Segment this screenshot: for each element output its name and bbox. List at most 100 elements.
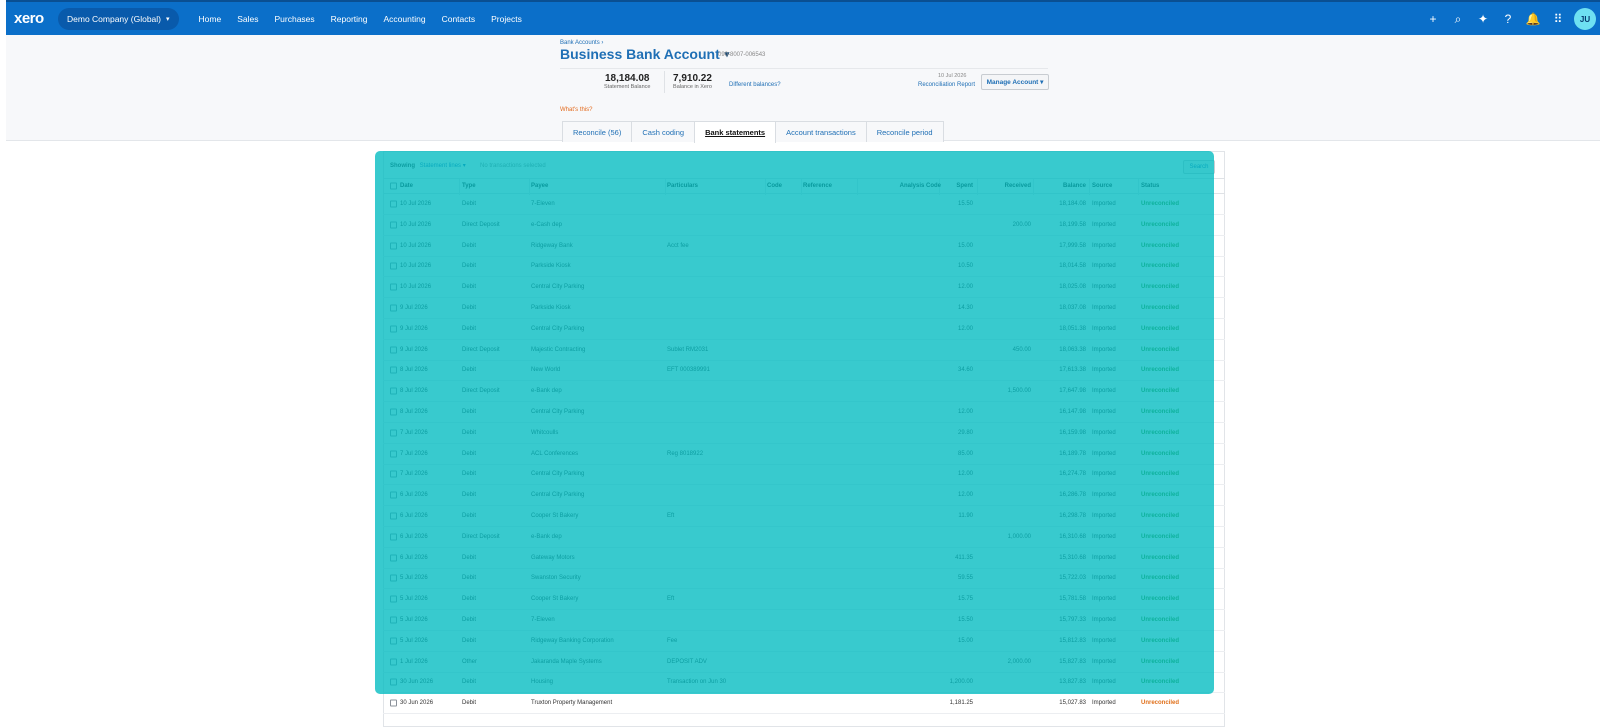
nav-contacts[interactable]: Contacts <box>441 13 476 24</box>
table-row[interactable]: 1 Jul 2026 Other Jakaranda Maple Systems DE… <box>383 652 1225 673</box>
row-checkbox[interactable] <box>390 512 397 520</box>
row-checkbox[interactable] <box>390 366 397 374</box>
column-header-analysis-code[interactable]: Analysis Code <box>899 183 941 189</box>
row-checkbox[interactable] <box>390 325 397 333</box>
table-row[interactable]: 9 Jul 2026 Debit Parkside Kiosk 14.30 18,037… <box>383 298 1225 319</box>
bell-icon[interactable]: 🔔 <box>1525 12 1541 26</box>
row-checkbox[interactable] <box>390 408 397 416</box>
table-row[interactable]: 5 Jul 2026 Debit Ridgeway Banking Corporat… <box>383 631 1225 652</box>
tab-reconcile-period[interactable]: Reconcile period <box>865 121 944 142</box>
row-checkbox[interactable] <box>390 658 397 666</box>
column-header-status[interactable]: Status <box>1141 183 1160 189</box>
apps-grid-icon[interactable]: ⠿ <box>1553 12 1563 26</box>
cell-particulars: EFT 000389991 <box>667 367 710 374</box>
table-row[interactable]: 6 Jul 2026 Debit Gateway Motors 411.35 15,31… <box>383 548 1225 569</box>
column-header-type[interactable]: Type <box>462 183 476 189</box>
row-checkbox[interactable] <box>390 595 397 603</box>
column-header-spent[interactable]: Spent <box>956 183 973 189</box>
column-header-balance[interactable]: Balance <box>1062 183 1086 189</box>
table-row[interactable]: 8 Jul 2026 Debit New World EFT 000389991 34.… <box>383 360 1225 382</box>
tab-account-transactions[interactable]: Account transactions <box>775 121 867 142</box>
table-row[interactable]: 30 Jun 2026 Debit Housing Transaction on Ju… <box>383 672 1225 694</box>
tab-reconcile-56[interactable]: Reconcile (56) <box>562 121 633 142</box>
nav-accounting[interactable]: Accounting <box>383 13 426 24</box>
cell-payee: Central City Parking <box>531 492 585 499</box>
breadcrumb[interactable]: Bank Accounts › <box>560 40 604 46</box>
account-title[interactable]: Business Bank Account ▾ <box>560 46 729 62</box>
manage-account-button[interactable]: Manage Account ▾ <box>981 74 1049 90</box>
row-checkbox[interactable] <box>390 387 397 395</box>
table-row[interactable]: 5 Jul 2026 Debit Swanston Security 59.55 15,… <box>383 568 1225 590</box>
row-checkbox[interactable] <box>390 678 397 686</box>
nav-reporting[interactable]: Reporting <box>330 13 368 24</box>
nav-sales[interactable]: Sales <box>237 13 259 24</box>
row-checkbox[interactable] <box>390 283 397 291</box>
row-checkbox[interactable] <box>390 346 397 354</box>
table-row[interactable]: 10 Jul 2026 Debit Parkside Kiosk 10.50 18,01… <box>383 256 1225 278</box>
column-header-received[interactable]: Received <box>1004 183 1031 189</box>
nav-home[interactable]: Home <box>198 13 222 24</box>
table-row[interactable]: 6 Jul 2026 Debit Cooper St Bakery Eft 11.90 1… <box>383 506 1225 527</box>
search-button[interactable]: Search <box>1183 160 1215 174</box>
column-header-particulars[interactable]: Particulars <box>667 183 699 189</box>
nav-projects[interactable]: Projects <box>491 13 522 24</box>
xero-logo[interactable]: xero <box>14 10 44 27</box>
row-checkbox[interactable] <box>390 450 397 458</box>
row-checkbox[interactable] <box>390 242 397 250</box>
table-row[interactable]: 6 Jul 2026 Direct Deposit e-Bank dep 1,000.… <box>383 527 1225 548</box>
add-icon[interactable]: + <box>1429 12 1437 26</box>
row-checkbox[interactable] <box>390 304 397 312</box>
table-row[interactable]: 8 Jul 2026 Debit Central City Parking 12.00… <box>383 402 1225 423</box>
table-row[interactable]: 30 Jun 2026 Debit Truxton Property Managem… <box>383 693 1225 715</box>
reconciliation-report-link[interactable]: Reconciliation Report <box>918 82 976 88</box>
table-row[interactable]: 5 Jul 2026 Debit Cooper St Bakery Eft 15.75 1… <box>383 589 1225 611</box>
nav-purchases[interactable]: Purchases <box>274 13 315 24</box>
row-checkbox[interactable] <box>390 221 397 229</box>
row-checkbox[interactable] <box>390 574 397 582</box>
row-checkbox[interactable] <box>390 699 397 707</box>
cell-type: Debit <box>462 492 477 499</box>
showing-select[interactable]: Statement lines ▾ <box>419 163 466 169</box>
row-checkbox[interactable] <box>390 616 397 624</box>
select-all-checkbox[interactable] <box>390 182 397 190</box>
column-header-source[interactable]: Source <box>1092 183 1113 189</box>
help-icon[interactable]: ? <box>1504 12 1512 26</box>
different-balances-link[interactable]: Different balances? <box>729 82 781 88</box>
table-row[interactable]: 10 Jul 2026 Direct Deposit e-Cash dep 200.0… <box>383 215 1225 236</box>
user-avatar[interactable]: JU <box>1574 8 1596 30</box>
row-checkbox[interactable] <box>390 491 397 499</box>
table-row[interactable]: 7 Jul 2026 Debit Whitcoulls 29.80 16,159.98 I… <box>383 423 1225 444</box>
column-header-code[interactable]: Code <box>767 183 782 189</box>
column-header-date[interactable]: Date <box>400 183 414 189</box>
row-checkbox[interactable] <box>390 554 397 562</box>
table-row[interactable]: 6 Jul 2026 Debit Central City Parking 12.00… <box>383 485 1225 507</box>
cell-balance: 17,613.38 <box>1059 367 1086 374</box>
organisation-switcher[interactable]: Demo Company (Global) ▾ <box>58 7 179 30</box>
table-row[interactable]: 10 Jul 2026 Debit Ridgeway Bank Acct fee 15.… <box>383 236 1225 257</box>
column-header-payee[interactable]: Payee <box>531 183 549 189</box>
row-checkbox[interactable] <box>390 429 397 437</box>
row-checkbox[interactable] <box>390 262 397 270</box>
table-row[interactable]: 9 Jul 2026 Debit Central City Parking 12.00… <box>383 319 1225 340</box>
column-header-reference[interactable]: Reference <box>803 183 833 189</box>
selection-status: No transactions selected <box>480 163 546 169</box>
row-checkbox[interactable] <box>390 200 397 208</box>
table-row[interactable]: 8 Jul 2026 Direct Deposit e-Bank dep 1,500.… <box>383 381 1225 403</box>
cell-status: Unreconciled <box>1141 221 1180 228</box>
row-checkbox[interactable] <box>390 637 397 645</box>
table-row[interactable]: 7 Jul 2026 Debit ACL Conferences Reg 801892… <box>383 444 1225 465</box>
cell-source: Imported <box>1092 450 1116 457</box>
row-checkbox[interactable] <box>390 470 397 478</box>
table-row[interactable]: 10 Jul 2026 Debit Central City Parking 12.0… <box>383 277 1225 299</box>
row-checkbox[interactable] <box>390 533 397 541</box>
whats-this-link[interactable]: What's this? <box>560 107 593 113</box>
search-icon[interactable]: ⌕ <box>1454 11 1462 26</box>
sparkle-icon[interactable]: ✦ <box>1477 12 1489 26</box>
tab-cash-coding[interactable]: Cash coding <box>631 121 696 142</box>
table-row[interactable]: 5 Jul 2026 Debit 7-Eleven 15.50 15,797.33 Imp… <box>383 610 1225 631</box>
tab-bank-statements[interactable]: Bank statements <box>694 121 777 143</box>
table-row[interactable]: 10 Jul 2026 Debit 7-Eleven 15.50 18,184.08 Im… <box>383 194 1225 215</box>
table-row[interactable]: 9 Jul 2026 Direct Deposit Majestic Contrac… <box>383 340 1225 361</box>
table-row[interactable]: 7 Jul 2026 Debit Central City Parking 12.00… <box>383 464 1225 486</box>
statement-balance-label: Statement Balance <box>604 84 651 90</box>
